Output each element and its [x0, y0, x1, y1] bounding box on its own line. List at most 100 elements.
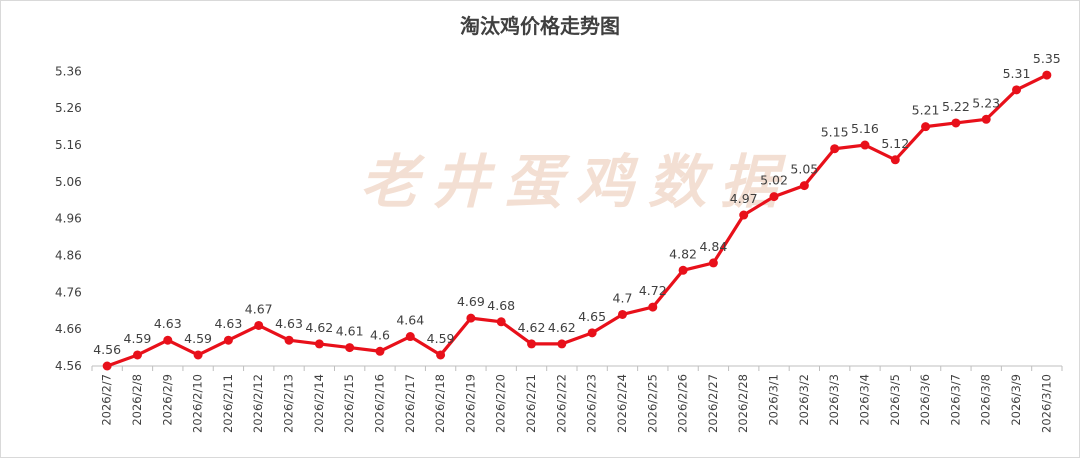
x-tick-label: 2026/2/25: [645, 374, 659, 433]
data-point: [163, 335, 173, 345]
x-tick-label: 2026/3/6: [918, 374, 932, 426]
data-label: 4.59: [427, 331, 455, 346]
x-tick-label: 2026/2/20: [494, 374, 508, 433]
data-point: [890, 155, 900, 165]
data-label: 5.22: [942, 99, 970, 114]
x-tick-label: 2026/2/23: [585, 374, 599, 433]
x-tick-label: 2026/3/3: [827, 374, 841, 426]
y-tick-label: 5.16: [55, 138, 82, 152]
data-label: 4.6: [370, 327, 390, 342]
x-tick-label: 2026/3/4: [857, 374, 871, 426]
data-point: [708, 258, 718, 268]
x-tick-label: 2026/2/28: [736, 374, 750, 433]
data-label: 4.97: [730, 191, 758, 206]
data-label: 4.63: [214, 316, 242, 331]
data-point: [648, 302, 658, 312]
data-point: [345, 343, 355, 353]
data-point: [466, 313, 476, 323]
data-point: [617, 309, 627, 319]
x-tick-label: 2026/3/5: [888, 374, 902, 426]
data-point: [557, 339, 567, 349]
y-tick-label: 4.56: [55, 359, 82, 373]
data-point: [951, 118, 961, 128]
x-tick-label: 2026/2/18: [433, 374, 447, 433]
x-tick-label: 2026/2/16: [372, 374, 386, 433]
data-point: [678, 265, 688, 275]
x-tick-label: 2026/2/8: [130, 374, 144, 426]
data-point: [223, 335, 233, 345]
data-label: 4.59: [124, 331, 152, 346]
x-tick-label: 2026/3/2: [797, 374, 811, 426]
data-label: 5.31: [1003, 66, 1031, 81]
data-label: 4.59: [184, 331, 212, 346]
data-label: 5.21: [912, 103, 940, 118]
data-label: 4.84: [699, 239, 727, 254]
data-label: 4.7: [613, 290, 633, 305]
data-label: 4.63: [154, 316, 182, 331]
x-tick-label: 2026/3/1: [767, 374, 781, 426]
y-tick-label: 5.36: [55, 64, 82, 78]
data-label: 4.82: [669, 246, 697, 261]
x-tick-label: 2026/2/21: [524, 374, 538, 433]
data-label: 5.16: [851, 121, 879, 136]
data-label: 4.63: [275, 316, 303, 331]
x-tick-label: 2026/2/15: [342, 374, 356, 433]
x-tick-label: 2026/2/14: [312, 374, 326, 433]
data-point: [830, 144, 840, 154]
data-point: [375, 346, 385, 356]
chart-title: 淘汰鸡价格走势图: [460, 14, 620, 38]
x-tick-label: 2026/2/26: [676, 374, 690, 433]
x-tick-label: 2026/2/22: [554, 374, 568, 433]
data-point: [193, 350, 203, 360]
x-tick-label: 2026/3/10: [1039, 374, 1053, 433]
x-tick-label: 2026/2/24: [615, 374, 629, 433]
x-tick-label: 2026/2/17: [403, 374, 417, 433]
x-tick-label: 2026/2/27: [706, 374, 720, 433]
y-tick-label: 4.66: [55, 322, 82, 336]
data-point: [860, 140, 870, 150]
data-point: [284, 335, 294, 345]
data-label: 4.69: [457, 294, 485, 309]
data-point: [769, 192, 779, 202]
x-tick-label: 2026/2/9: [160, 374, 174, 426]
data-label: 4.61: [336, 324, 364, 339]
x-tick-label: 2026/2/12: [251, 374, 265, 433]
y-tick-label: 5.26: [55, 101, 82, 115]
x-tick-label: 2026/2/19: [463, 374, 477, 433]
data-point: [921, 122, 931, 132]
data-point: [314, 339, 324, 349]
data-label: 4.65: [578, 309, 606, 324]
x-tick-label: 2026/3/9: [1009, 374, 1023, 426]
x-tick-label: 2026/3/7: [948, 374, 962, 426]
data-label: 4.62: [518, 320, 546, 335]
data-label: 4.56: [93, 342, 121, 357]
y-tick-label: 4.76: [55, 285, 82, 299]
data-label: 4.67: [245, 301, 273, 316]
data-label: 5.12: [881, 136, 909, 151]
data-label: 4.72: [639, 283, 667, 298]
data-point: [1042, 70, 1052, 80]
data-point: [436, 350, 446, 360]
data-label: 4.64: [396, 313, 424, 328]
data-label: 5.05: [790, 162, 818, 177]
data-point: [739, 210, 749, 220]
data-point: [102, 361, 112, 371]
series-line: [105, 73, 1049, 368]
x-tick-label: 2026/2/13: [282, 374, 296, 433]
data-label: 4.68: [487, 298, 515, 313]
data-point: [132, 350, 142, 360]
y-tick-label: 4.86: [55, 249, 82, 263]
x-tick-label: 2026/2/10: [191, 374, 205, 433]
data-label: 5.02: [760, 173, 788, 188]
data-point: [254, 320, 264, 330]
y-tick-label: 5.06: [55, 175, 82, 189]
data-label: 5.23: [972, 95, 1000, 110]
data-label: 5.15: [821, 125, 849, 140]
y-tick-label: 4.96: [55, 212, 82, 226]
data-point: [405, 332, 415, 342]
data-point: [587, 328, 597, 338]
data-point: [527, 339, 537, 349]
data-label: 5.35: [1033, 51, 1061, 66]
x-tick-label: 2026/2/7: [100, 374, 114, 426]
